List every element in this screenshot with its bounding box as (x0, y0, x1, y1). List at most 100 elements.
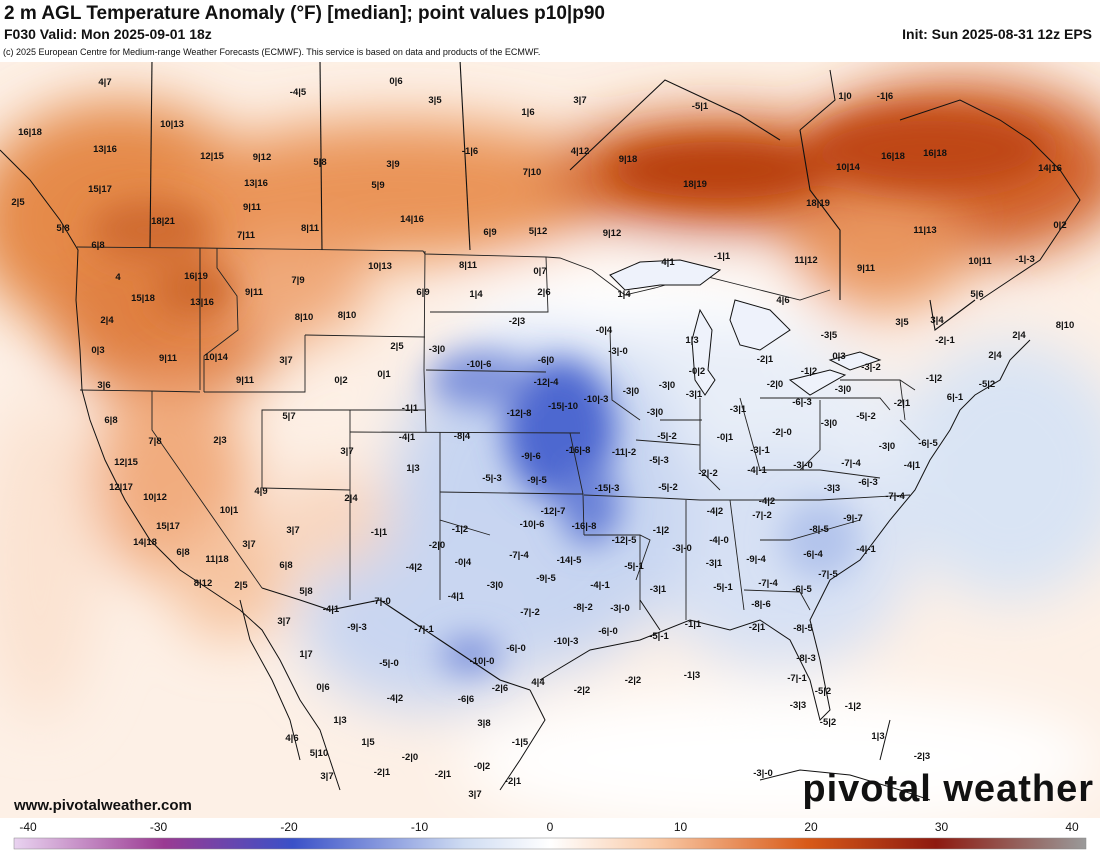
point-value: 6|-1 (947, 392, 964, 403)
point-value: 2|4 (988, 350, 1002, 361)
point-value: -3|3 (790, 700, 806, 711)
point-value: -5|-2 (856, 411, 876, 422)
point-value: 9|18 (619, 154, 638, 165)
point-value: -10|-3 (554, 636, 579, 647)
point-values: 4|7 -4|5 0|6 3|5 3|7 -5|1 -1|6 1|0 16|18 10|13 1|6… (11, 76, 1074, 800)
point-value: 3|7 (279, 355, 292, 366)
point-value: -3|0 (623, 386, 639, 397)
point-value: 12|15 (114, 457, 139, 468)
point-value: -8|-2 (573, 602, 593, 613)
point-value: 0|6 (316, 682, 329, 693)
point-value: -7|-4 (841, 458, 861, 469)
colorbar-tick-label: 20 (804, 820, 818, 834)
point-value: 14|16 (1038, 163, 1062, 174)
point-value: -4|1 (399, 432, 416, 443)
point-value: 4|6 (776, 295, 789, 306)
point-value: -10|-3 (584, 394, 609, 405)
point-value: 0|6 (389, 76, 402, 87)
point-value: 5|9 (371, 180, 384, 191)
point-value: 16|19 (184, 271, 208, 282)
cold-core (430, 352, 860, 673)
point-value: -1|1 (685, 619, 702, 630)
point-value: 3|7 (242, 539, 255, 550)
brand-logo: pivotal weather (802, 768, 1094, 810)
point-value: -2|2 (574, 685, 590, 696)
point-value: 1|0 (838, 91, 851, 102)
point-value: -11|-2 (612, 447, 636, 458)
point-value: 14|16 (400, 214, 424, 225)
map-canvas: 4|7 -4|5 0|6 3|5 3|7 -5|1 -1|6 1|0 16|18 10|13 1|6… (0, 46, 1100, 818)
colorbar-tick-label: -40 (19, 820, 37, 834)
point-value: -5|-1 (649, 631, 669, 642)
point-value: -9|-7 (843, 513, 863, 524)
colorbar-tick-label: -10 (411, 820, 429, 834)
point-value: -8|-6 (751, 599, 771, 610)
point-value: -10|-6 (520, 519, 545, 530)
point-value: 5|8 (299, 586, 312, 597)
point-value: -5|-2 (658, 482, 678, 493)
point-value: -16|-8 (572, 521, 597, 532)
point-value: -2|6 (492, 683, 508, 694)
point-value: 2|5 (11, 197, 25, 208)
point-value: 8|10 (1056, 320, 1075, 331)
point-value: 0|3 (91, 345, 104, 356)
point-value: -0|2 (474, 761, 490, 772)
website-label: www.pivotalweather.com (14, 797, 192, 814)
point-value: 11|18 (205, 554, 228, 565)
point-value: 5|7 (282, 411, 295, 422)
point-value: 13|16 (244, 178, 268, 189)
point-value: -5|-1 (713, 582, 733, 593)
point-value: -1|6 (877, 91, 893, 102)
copyright-notice: (c) 2025 European Centre for Medium-rang… (3, 47, 541, 57)
point-value: 0|2 (1053, 220, 1066, 231)
map-header: 2 m AGL Temperature Anomaly (°F) [median… (0, 0, 1100, 62)
point-value: 1|3 (406, 463, 419, 474)
point-value: -4|1 (904, 460, 921, 471)
valid-time: F030 Valid: Mon 2025-09-01 18z (4, 26, 212, 42)
point-value: 1|7 (299, 649, 312, 660)
point-value: 2|4 (344, 493, 358, 504)
point-value: -2|-1 (935, 335, 955, 346)
point-value: 2|5 (390, 341, 404, 352)
point-value: 3|7 (277, 616, 290, 627)
anomaly-map[interactable]: 4|7 -4|5 0|6 3|5 3|7 -5|1 -1|6 1|0 16|18 10|13 1|6… (0, 46, 1100, 818)
point-value: -6|-5 (918, 438, 938, 449)
point-value: -7|-4 (509, 550, 529, 561)
point-value: 3|7 (286, 525, 299, 536)
point-value: 6|8 (104, 415, 117, 426)
point-value: -4|-1 (747, 465, 767, 476)
point-value: 13|16 (93, 144, 117, 155)
point-value: 0|1 (377, 369, 391, 380)
colorbar-tick-label: -20 (280, 820, 298, 834)
point-value: 2|3 (213, 435, 226, 446)
point-value: 12|17 (109, 482, 133, 493)
point-value: 9|12 (603, 228, 622, 239)
point-value: -5|2 (820, 717, 836, 728)
point-value: -3|-0 (793, 460, 813, 471)
point-value: 7|9 (291, 275, 304, 286)
point-value: -9|-3 (347, 622, 367, 633)
point-value: 9|12 (253, 152, 272, 163)
point-value: 0|3 (832, 351, 845, 362)
point-value: -2|0 (402, 752, 418, 763)
point-value: -8|-3 (796, 653, 816, 664)
point-value: -15|-3 (595, 483, 620, 494)
point-value: 3|7 (573, 95, 586, 106)
point-value: 3|7 (320, 771, 333, 782)
point-value: 5|10 (310, 748, 329, 759)
point-value: 2|5 (234, 580, 248, 591)
point-value: 5|12 (529, 226, 548, 237)
point-value: -0|1 (717, 432, 734, 443)
point-value: 3|7 (468, 789, 481, 800)
point-value: -4|-0 (709, 535, 729, 546)
point-value: -0|2 (689, 366, 705, 377)
point-value: -2|0 (429, 540, 445, 551)
point-value: -2|-2 (698, 468, 718, 479)
point-value: 4|4 (531, 677, 545, 688)
point-value: -7|-2 (520, 607, 540, 618)
point-value: 6|9 (416, 287, 429, 298)
point-value: -3|0 (487, 580, 503, 591)
point-value: -1|2 (801, 366, 817, 377)
point-value: 10|13 (160, 119, 184, 130)
point-value: -7|-1 (787, 673, 807, 684)
